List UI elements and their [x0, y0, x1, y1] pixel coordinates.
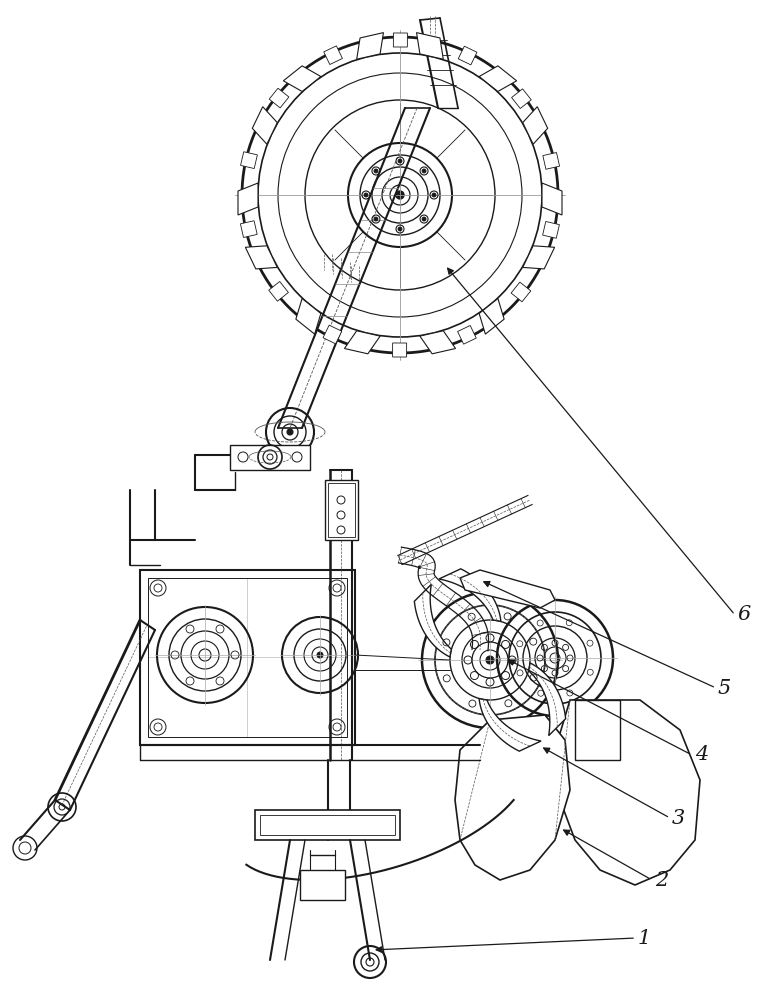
- Polygon shape: [296, 299, 321, 334]
- Polygon shape: [416, 33, 443, 59]
- Text: 5: 5: [718, 678, 731, 698]
- Circle shape: [422, 217, 426, 221]
- Circle shape: [374, 169, 378, 173]
- Text: 6: 6: [737, 605, 750, 624]
- Polygon shape: [543, 221, 559, 238]
- Text: 1: 1: [638, 928, 651, 948]
- Polygon shape: [543, 153, 559, 169]
- Polygon shape: [300, 870, 345, 900]
- Polygon shape: [542, 183, 562, 215]
- Polygon shape: [555, 700, 700, 885]
- Polygon shape: [414, 584, 451, 657]
- Polygon shape: [523, 246, 555, 269]
- Polygon shape: [479, 699, 541, 751]
- Polygon shape: [511, 89, 531, 108]
- Polygon shape: [458, 325, 477, 344]
- Polygon shape: [458, 46, 477, 65]
- Text: 3: 3: [672, 808, 686, 828]
- Circle shape: [432, 193, 436, 197]
- Polygon shape: [245, 246, 277, 269]
- Polygon shape: [479, 66, 517, 91]
- Circle shape: [317, 652, 323, 658]
- Polygon shape: [269, 88, 289, 108]
- Polygon shape: [344, 331, 380, 354]
- Polygon shape: [140, 570, 355, 745]
- Polygon shape: [394, 33, 407, 47]
- Circle shape: [364, 193, 368, 197]
- Circle shape: [287, 429, 293, 435]
- Polygon shape: [529, 663, 565, 736]
- Polygon shape: [575, 700, 620, 760]
- Polygon shape: [325, 480, 358, 540]
- Polygon shape: [241, 152, 258, 169]
- Polygon shape: [238, 183, 258, 215]
- Polygon shape: [324, 46, 343, 65]
- Polygon shape: [460, 570, 555, 608]
- Polygon shape: [240, 221, 257, 237]
- Polygon shape: [283, 66, 321, 91]
- Polygon shape: [255, 810, 400, 840]
- Polygon shape: [269, 282, 288, 301]
- Polygon shape: [323, 325, 342, 344]
- Circle shape: [398, 227, 402, 231]
- Polygon shape: [252, 107, 277, 144]
- Polygon shape: [420, 331, 455, 354]
- Polygon shape: [479, 299, 504, 334]
- Circle shape: [398, 159, 402, 163]
- Text: 2: 2: [655, 870, 668, 890]
- Circle shape: [374, 217, 378, 221]
- Circle shape: [422, 169, 426, 173]
- Polygon shape: [455, 715, 570, 880]
- Polygon shape: [439, 569, 501, 621]
- Polygon shape: [393, 343, 407, 357]
- Circle shape: [396, 191, 404, 199]
- Circle shape: [486, 656, 494, 664]
- Polygon shape: [523, 107, 548, 144]
- Text: 4: 4: [695, 746, 708, 764]
- Polygon shape: [511, 282, 530, 302]
- Polygon shape: [356, 33, 384, 59]
- Polygon shape: [230, 445, 310, 470]
